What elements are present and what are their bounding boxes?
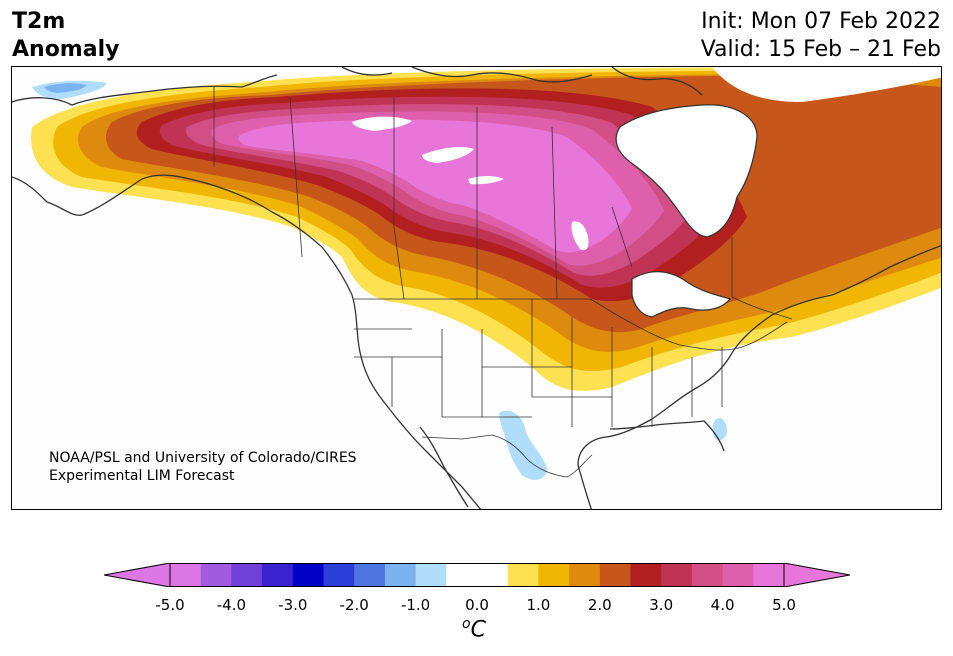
coastlines <box>12 67 941 509</box>
colorbar-swatch <box>292 563 324 587</box>
lake-winnipeg <box>571 221 589 251</box>
map-canvas <box>12 67 941 509</box>
province-borders <box>213 87 793 320</box>
credit-text: NOAA/PSL and University of Colorado/CIRE… <box>49 449 357 485</box>
colorbar-swatch <box>384 563 417 587</box>
colorbar-swatch <box>354 563 386 587</box>
north-america-coast <box>12 74 941 509</box>
valid-dates: Valid: 15 Feb – 21 Feb <box>700 37 941 62</box>
colorbar-tick-label: -2.0 <box>339 596 369 614</box>
colorbar-swatch <box>538 563 570 587</box>
canada-us-border <box>354 298 788 351</box>
band-minus1-5-west <box>44 83 87 93</box>
baja-coast <box>419 426 469 508</box>
title-line-2: Anomaly <box>12 37 120 62</box>
colorbar-tick-label: -5.0 <box>155 596 185 614</box>
units-label: C <box>470 617 486 643</box>
init-date: Init: Mon 07 Feb 2022 <box>701 9 941 34</box>
colorbar-swatch <box>691 563 724 587</box>
colorbar-swatch <box>661 563 693 587</box>
units-degree: o <box>462 616 471 632</box>
anomaly-map <box>11 66 942 510</box>
colorbar-swatch <box>262 563 294 587</box>
colorbar-tick-label: -1.0 <box>400 596 431 614</box>
colorbar-swatch <box>722 563 754 587</box>
credit-line-2: Experimental LIM Forecast <box>49 468 235 484</box>
gulf-coast <box>609 420 725 452</box>
title-line-1: T2m <box>12 9 66 34</box>
band-minus1-mexico <box>499 410 547 480</box>
arctic-ocean-east <box>712 67 941 102</box>
credit-line-1: NOAA/PSL and University of Colorado/CIRE… <box>49 450 357 466</box>
colorbar-tick-label: 0.0 <box>465 596 489 614</box>
colorbar-tick-label: 5.0 <box>772 596 796 614</box>
colorbar-ticks: -5.0 -4.0 -3.0 -2.0 -1.0 0.0 1.0 2.0 3.0 4.0 5.0 <box>0 596 953 618</box>
colorbar-tick-label: 4.0 <box>710 596 735 614</box>
colorbar-svg <box>103 562 851 588</box>
colorbar-extend-low <box>103 562 171 588</box>
colorbar-swatch <box>507 563 539 587</box>
colorbar-tick-label: -3.0 <box>278 596 308 614</box>
band-plus5 <box>238 119 632 253</box>
water-masks <box>352 67 941 318</box>
map-title: T2m Anomaly <box>12 8 119 64</box>
colorbar-swatch <box>231 563 263 587</box>
colorbar-swatch <box>200 563 232 587</box>
colorbar-swatch <box>170 563 202 587</box>
state-borders <box>354 299 723 427</box>
us-mexico-border <box>421 434 593 478</box>
arctic-islands <box>341 67 703 96</box>
colorbar-swatch <box>599 563 631 587</box>
colorbar <box>103 562 851 588</box>
colorbar-swatch <box>477 563 509 587</box>
colorbar-units: oC <box>462 616 486 642</box>
colorbar-swatch <box>415 563 447 587</box>
hudson-bay <box>615 104 758 238</box>
colorbar-extend-high <box>783 562 851 588</box>
colorbar-swatch <box>753 563 785 587</box>
colorbar-swatch <box>446 563 478 587</box>
colorbar-swatch <box>569 563 601 587</box>
colorbar-swatch <box>323 563 355 587</box>
colorbar-tick-label: 1.0 <box>526 596 551 614</box>
great-slave-lake <box>422 147 474 163</box>
great-bear-lake <box>352 116 412 131</box>
great-lakes <box>631 271 732 318</box>
colorbar-tick-label: -4.0 <box>216 596 247 614</box>
political-borders <box>213 87 793 478</box>
forecast-dates: Init: Mon 07 Feb 2022 Valid: 15 Feb – 21… <box>701 8 941 64</box>
colorbar-frame <box>169 563 785 587</box>
colorbar-tick-label: 3.0 <box>649 596 674 614</box>
colorbar-swatch <box>630 563 662 587</box>
colorbar-tick-label: 2.0 <box>587 596 612 614</box>
